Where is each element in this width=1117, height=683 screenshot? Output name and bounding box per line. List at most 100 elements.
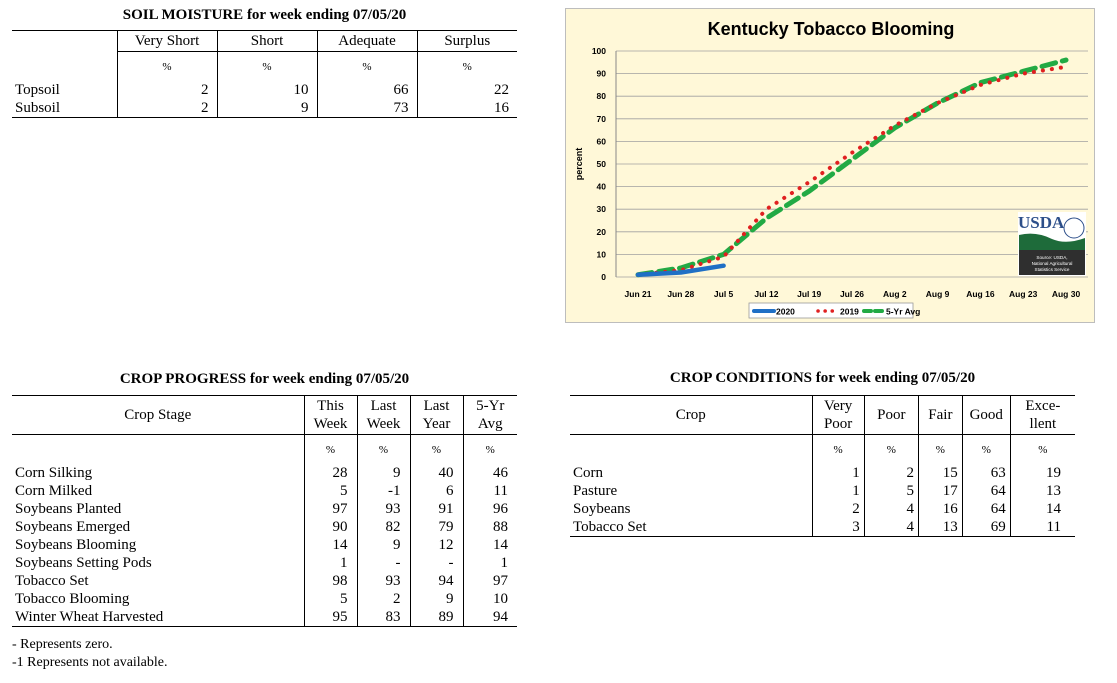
conditions-cell: 13 bbox=[1046, 483, 1061, 499]
progress-cell: 94 bbox=[410, 572, 464, 591]
soil-cell: 16 bbox=[417, 99, 517, 118]
conditions-cell: 11 bbox=[1010, 518, 1075, 537]
progress-cell: 1 bbox=[500, 555, 509, 571]
progress-cell: 5 bbox=[304, 482, 358, 501]
y-tick-label: 0 bbox=[601, 272, 606, 282]
conditions-cell: 1 bbox=[812, 482, 865, 501]
soil-col-surplus: Surplus bbox=[417, 30, 517, 52]
conditions-body: Corn 1 2 15 63 19 Pasture 1 5 17 64 13 Soybeans 2 4 16 6… bbox=[570, 464, 1075, 537]
x-tick-label: Jul 5 bbox=[714, 289, 734, 299]
progress-col-5yr-avg: 5-Yr Avg bbox=[463, 395, 517, 435]
x-tick-label: Aug 23 bbox=[1009, 289, 1038, 299]
progress-cell: 94 bbox=[463, 608, 517, 627]
table-row: Tobacco Set 98 93 94 97 bbox=[12, 572, 517, 591]
progress-cell: 6 bbox=[410, 482, 464, 501]
table-row: Corn Silking 28 9 40 46 bbox=[12, 464, 517, 483]
progress-cell: 82 bbox=[357, 518, 411, 537]
soil-unit: % bbox=[117, 51, 218, 82]
conditions-col-very-poor: Very Poor bbox=[812, 395, 865, 435]
table-row: Tobacco Blooming 5 2 9 10 bbox=[12, 590, 517, 609]
soil-cell: 66 bbox=[317, 81, 418, 100]
x-tick-label: Jul 19 bbox=[797, 289, 821, 299]
soil-row-label: Subsoil bbox=[12, 99, 118, 118]
progress-col-last-week: Last Week bbox=[357, 395, 411, 435]
progress-cell: 93 bbox=[357, 572, 411, 591]
conditions-col-fair: Fair bbox=[918, 395, 963, 435]
table-row: Soybeans Planted 97 93 91 96 bbox=[12, 500, 517, 519]
progress-cell: 12 bbox=[410, 536, 464, 555]
x-tick-label: Jun 21 bbox=[625, 289, 652, 299]
progress-cell: 10 bbox=[493, 591, 508, 607]
conditions-row-label: Soybeans bbox=[570, 500, 813, 519]
soil-unit: % bbox=[217, 51, 318, 82]
progress-header-row: Crop Stage This Week Last Week Last Year 5-… bbox=[12, 395, 517, 435]
conditions-unit: % bbox=[812, 434, 865, 465]
y-axis-label: percent bbox=[574, 148, 584, 181]
table-row: Subsoil 2 9 73 16 bbox=[12, 99, 517, 118]
progress-cell: 11 bbox=[493, 483, 508, 499]
table-row: Corn 1 2 15 63 19 bbox=[570, 464, 1075, 483]
y-tick-label: 100 bbox=[592, 46, 606, 56]
progress-cell: 88 bbox=[493, 519, 508, 535]
table-row: Tobacco Set 3 4 13 69 11 bbox=[570, 518, 1075, 537]
conditions-cell: 2 bbox=[864, 464, 919, 483]
x-tick-label: Aug 9 bbox=[926, 289, 950, 299]
conditions-unit: % bbox=[962, 434, 1011, 465]
series-line-2020 bbox=[635, 263, 726, 277]
soil-moisture-title: SOIL MOISTURE for week ending 07/05/20 bbox=[122, 7, 407, 23]
progress-cell: 46 bbox=[493, 465, 508, 481]
progress-row-label: Soybeans Emerged bbox=[12, 518, 305, 537]
soil-cell: 9 bbox=[217, 99, 318, 118]
progress-cell: 9 bbox=[410, 590, 464, 609]
progress-row-label: Tobacco Blooming bbox=[12, 590, 305, 609]
progress-col-stage: Crop Stage bbox=[12, 395, 305, 435]
soil-col-short: Short bbox=[217, 30, 318, 52]
progress-cell: 28 bbox=[304, 464, 358, 483]
progress-cell: 1 bbox=[304, 554, 358, 573]
progress-cell: 14 bbox=[304, 536, 358, 555]
conditions-cell: 17 bbox=[918, 482, 963, 501]
footnote-not-available: -1 Represents not available. bbox=[12, 655, 168, 670]
table-row: Soybeans Emerged 90 82 79 88 bbox=[12, 518, 517, 537]
legend-label: 2020 bbox=[776, 307, 795, 317]
y-tick-label: 60 bbox=[597, 136, 607, 146]
progress-cell: - bbox=[357, 554, 411, 573]
crop-conditions-table: Crop Very Poor Poor Fair Good Exce-llent … bbox=[570, 395, 1075, 537]
table-row: Soybeans 2 4 16 64 14 bbox=[570, 500, 1075, 519]
table-row: Corn Milked 5 -1 6 11 bbox=[12, 482, 517, 501]
conditions-row-label: Pasture bbox=[570, 482, 813, 501]
usda-caption-line: National Agricultural bbox=[1032, 261, 1073, 266]
progress-cell: 98 bbox=[304, 572, 358, 591]
usda-caption-bg bbox=[1019, 250, 1085, 275]
progress-cell: 14 bbox=[493, 537, 508, 553]
conditions-col-crop: Crop bbox=[570, 395, 813, 435]
conditions-cell: 4 bbox=[864, 500, 919, 519]
x-tick-label: Jun 28 bbox=[667, 289, 694, 299]
progress-cell: - bbox=[410, 554, 464, 573]
progress-unit: % bbox=[304, 434, 358, 465]
table-row: Topsoil 2 10 66 22 bbox=[12, 81, 517, 100]
progress-cell: 89 bbox=[410, 608, 464, 627]
usda-caption-line: Source: USDA, bbox=[1036, 255, 1067, 260]
conditions-row-label: Tobacco Set bbox=[570, 518, 813, 537]
soil-unit: % bbox=[317, 51, 418, 82]
series-line-5-yr-avg bbox=[635, 57, 1069, 278]
y-tick-label: 70 bbox=[597, 114, 607, 124]
tobacco-blooming-chart: Kentucky Tobacco Blooming 0 10 20 30 40 50 60 70… bbox=[565, 8, 1095, 323]
progress-cell: 2 bbox=[357, 590, 411, 609]
conditions-cell: 14 bbox=[1046, 501, 1061, 517]
x-tick-label: Jul 12 bbox=[754, 289, 778, 299]
conditions-cell: 2 bbox=[812, 500, 865, 519]
conditions-cell: 1 bbox=[812, 464, 865, 483]
soil-cell: 2 bbox=[117, 99, 218, 118]
soil-unit-row: % % % % bbox=[12, 51, 517, 82]
x-tick-label: Aug 16 bbox=[966, 289, 995, 299]
conditions-cell: 64 bbox=[962, 500, 1011, 519]
conditions-unit: % bbox=[918, 434, 963, 465]
legend-label: 2019 bbox=[840, 307, 859, 317]
usda-seal-icon bbox=[1063, 217, 1085, 239]
conditions-col-excellent: Exce-llent bbox=[1010, 395, 1075, 435]
progress-cell: -1 bbox=[357, 482, 411, 501]
footnote-zero: - Represents zero. bbox=[12, 637, 113, 652]
y-tick-label: 80 bbox=[597, 91, 607, 101]
